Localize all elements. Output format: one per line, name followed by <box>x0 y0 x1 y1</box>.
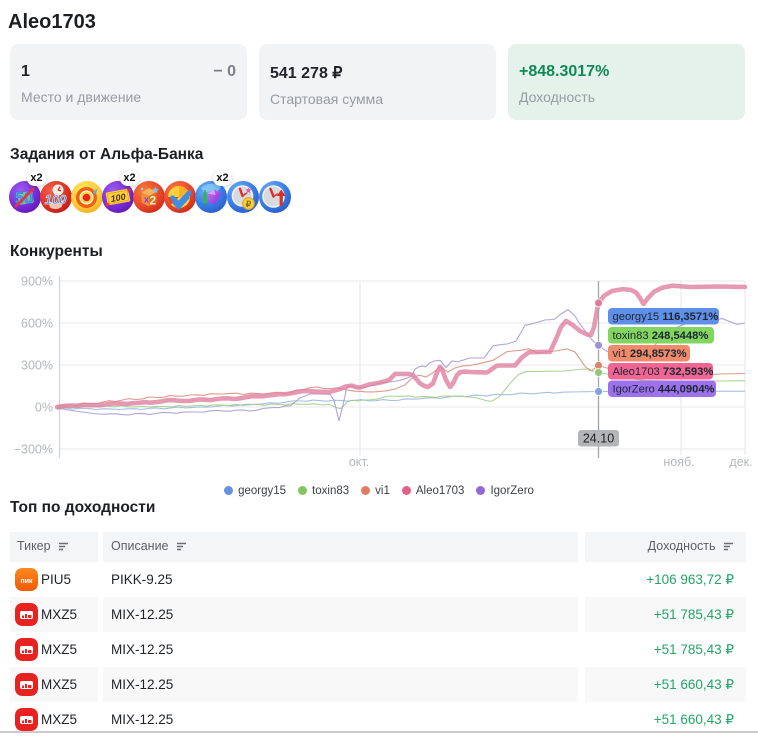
svg-text:0%: 0% <box>35 401 53 415</box>
svg-text:пик: пик <box>20 578 33 585</box>
svg-text:900%: 900% <box>21 275 53 289</box>
svg-text:toxin83 248,5448%: toxin83 248,5448% <box>613 330 709 342</box>
svg-text:600%: 600% <box>21 317 53 331</box>
svg-text:100: 100 <box>110 192 127 204</box>
svg-text:нояб.: нояб. <box>663 455 694 469</box>
svg-text:IgorZero 444,0904%: IgorZero 444,0904% <box>613 384 715 396</box>
svg-text:дек.: дек. <box>729 455 752 469</box>
svg-text:georgy15 116,3571%: georgy15 116,3571% <box>613 311 719 323</box>
svg-text:100: 100 <box>45 192 67 207</box>
svg-text:24.10: 24.10 <box>583 432 614 446</box>
svg-text:vi1 294,8573%: vi1 294,8573% <box>613 348 687 360</box>
svg-text:−300%: −300% <box>14 443 53 457</box>
svg-text:Aleo1703 732,593%: Aleo1703 732,593% <box>613 366 714 378</box>
svg-text:2: 2 <box>150 194 157 208</box>
svg-text:300%: 300% <box>21 359 53 373</box>
svg-text:₽: ₽ <box>246 199 252 209</box>
svg-text:x: x <box>144 195 149 205</box>
svg-text:окт.: окт. <box>349 455 369 469</box>
